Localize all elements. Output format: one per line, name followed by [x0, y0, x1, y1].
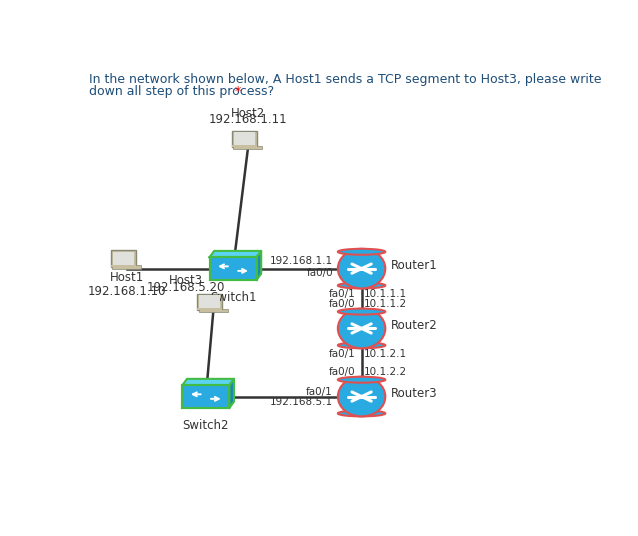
FancyBboxPatch shape — [199, 295, 220, 309]
Circle shape — [338, 249, 385, 288]
Text: 10.1.1.1: 10.1.1.1 — [364, 289, 407, 299]
Circle shape — [338, 309, 385, 348]
Polygon shape — [212, 309, 214, 310]
Text: fa0/1: fa0/1 — [306, 386, 333, 397]
Polygon shape — [246, 145, 249, 147]
FancyBboxPatch shape — [197, 308, 222, 310]
Polygon shape — [182, 379, 234, 385]
Text: 192.168.5.1: 192.168.5.1 — [270, 397, 333, 406]
Text: fa0/0: fa0/0 — [329, 299, 355, 309]
Ellipse shape — [338, 282, 385, 288]
FancyBboxPatch shape — [110, 265, 136, 267]
Text: 192.168.1.1: 192.168.1.1 — [270, 256, 333, 266]
FancyBboxPatch shape — [197, 294, 222, 310]
Text: Host2: Host2 — [231, 107, 265, 120]
Text: 192.168.1.10: 192.168.1.10 — [87, 285, 166, 298]
FancyBboxPatch shape — [232, 145, 257, 147]
Text: Switch2: Switch2 — [182, 419, 229, 432]
Text: Router1: Router1 — [391, 259, 438, 272]
FancyBboxPatch shape — [199, 309, 228, 312]
Text: *: * — [230, 85, 241, 98]
Text: 10.1.1.2: 10.1.1.2 — [364, 299, 407, 309]
FancyBboxPatch shape — [234, 132, 255, 145]
FancyBboxPatch shape — [112, 265, 141, 269]
Circle shape — [338, 377, 385, 416]
Polygon shape — [229, 379, 234, 408]
FancyBboxPatch shape — [234, 145, 262, 149]
Text: In the network shown below, A Host1 sends a TCP segment to Host3, please write: In the network shown below, A Host1 send… — [89, 72, 601, 86]
Ellipse shape — [338, 411, 385, 416]
FancyBboxPatch shape — [182, 385, 229, 408]
Ellipse shape — [338, 377, 385, 383]
Ellipse shape — [338, 249, 385, 255]
FancyBboxPatch shape — [110, 250, 136, 267]
FancyBboxPatch shape — [232, 131, 257, 147]
Text: 10.1.2.2: 10.1.2.2 — [364, 367, 407, 377]
FancyBboxPatch shape — [209, 257, 256, 280]
Text: fa0/1: fa0/1 — [329, 289, 355, 299]
Polygon shape — [126, 265, 128, 267]
Text: Router2: Router2 — [391, 319, 438, 332]
Text: Host3: Host3 — [169, 274, 203, 287]
FancyBboxPatch shape — [112, 252, 134, 265]
Text: Router3: Router3 — [391, 387, 438, 400]
Polygon shape — [209, 251, 261, 257]
Polygon shape — [256, 251, 261, 280]
Text: Host1: Host1 — [110, 271, 144, 284]
Ellipse shape — [338, 309, 385, 315]
Ellipse shape — [338, 343, 385, 348]
Text: 10.1.2.1: 10.1.2.1 — [364, 349, 407, 359]
Text: Switch1: Switch1 — [210, 292, 256, 304]
Text: fa0/0: fa0/0 — [329, 367, 355, 377]
Text: fa0/0: fa0/0 — [306, 268, 333, 278]
Text: 192.168.5.20: 192.168.5.20 — [147, 281, 225, 294]
Text: down all step of this process?: down all step of this process? — [89, 85, 274, 98]
Text: fa0/1: fa0/1 — [329, 349, 355, 359]
Text: 192.168.1.11: 192.168.1.11 — [209, 113, 287, 126]
